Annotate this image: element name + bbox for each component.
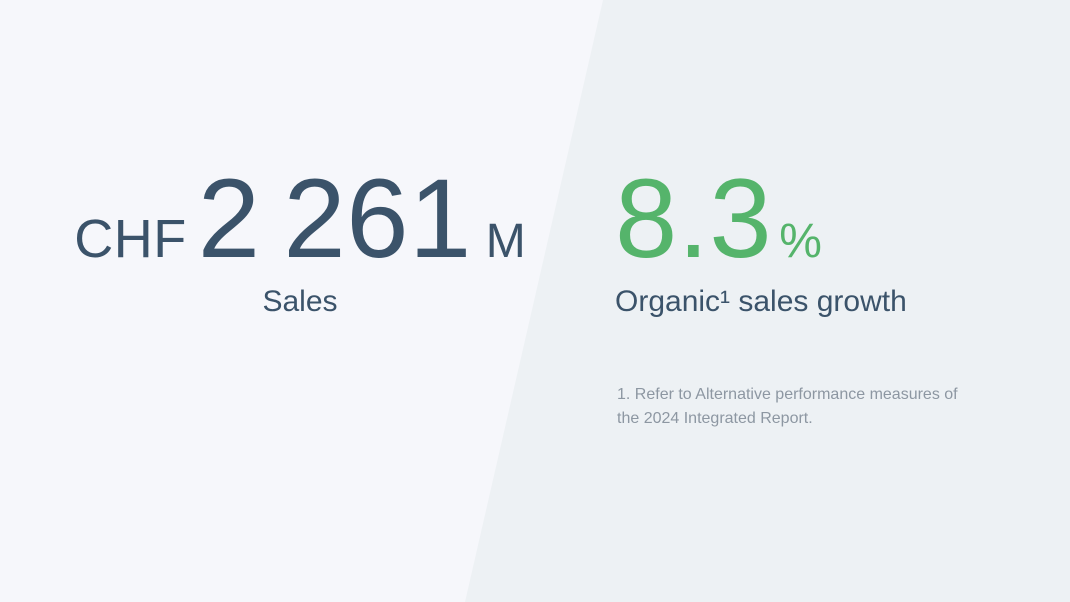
growth-value: 8.3 — [615, 156, 773, 281]
sales-stat-block: CHF 2 261 M Sales — [0, 163, 600, 318]
sales-value-row: CHF 2 261 M — [0, 163, 600, 275]
sales-currency: CHF — [74, 209, 187, 269]
footnote: 1. Refer to Alternative performance meas… — [617, 386, 958, 427]
growth-stat-block: 8.3 % Organic¹ sales growth 1. Refer to … — [615, 0, 1055, 602]
sales-unit: M — [485, 215, 526, 268]
sales-label: Sales — [262, 285, 338, 318]
growth-label: Organic¹ sales growth — [615, 285, 907, 318]
sales-value: 2 261 — [197, 156, 472, 281]
growth-value-row: 8.3 % — [615, 163, 822, 275]
growth-unit: % — [779, 215, 822, 268]
